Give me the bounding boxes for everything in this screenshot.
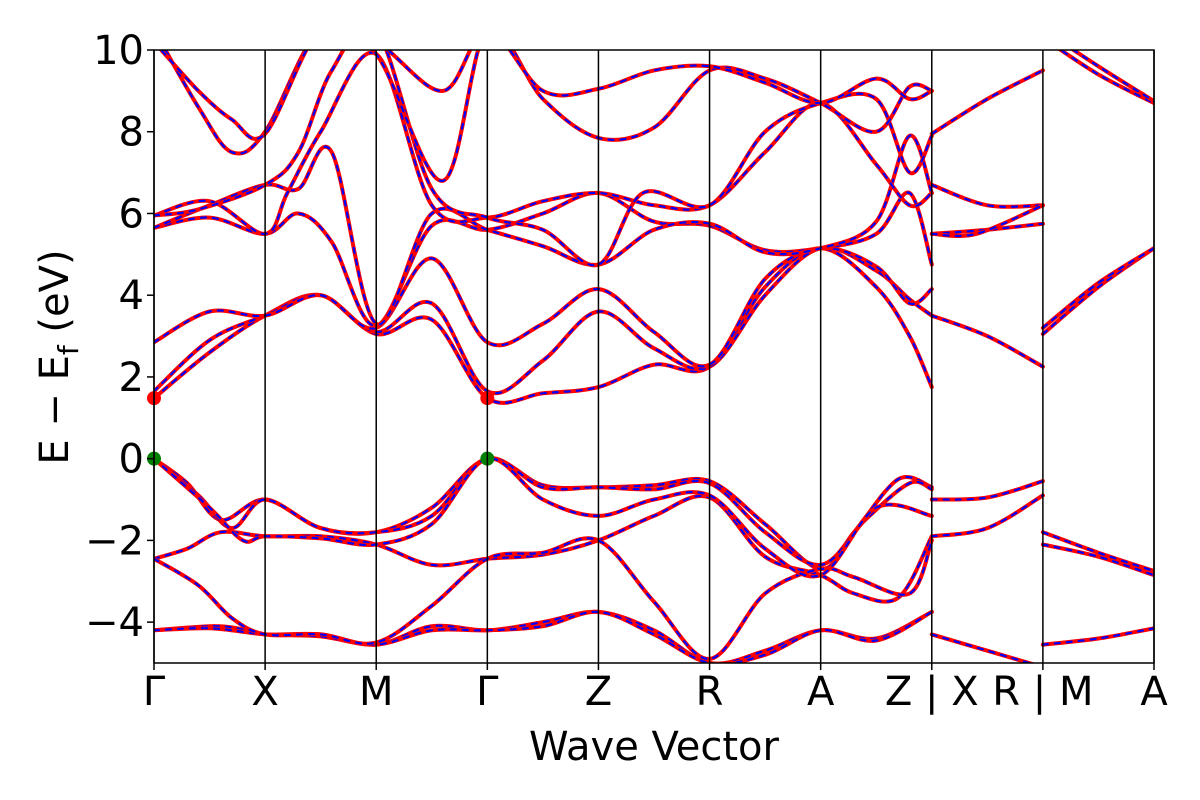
x-tick-label: A — [1140, 669, 1168, 715]
y-tick-label: 8 — [119, 110, 144, 156]
x-tick-label: Z | X — [885, 669, 979, 715]
y-axis-title-subscript: f — [52, 344, 85, 355]
band-line-overlay-20 — [930, 222, 1044, 235]
band-line-overlay-25 — [1041, 543, 1154, 577]
band-line-overlay-11 — [154, 134, 933, 326]
band-line-overlay-19 — [930, 314, 1044, 368]
band-line-overlay-9 — [154, 246, 933, 368]
band-line-overlay-16 — [930, 494, 1044, 538]
band-lines — [154, 50, 1154, 663]
band-line-1 — [154, 609, 934, 663]
band-line-overlay-24 — [1041, 531, 1154, 573]
band-line-overlay-28 — [1041, 247, 1154, 329]
band-line-overlay-10 — [154, 191, 933, 327]
band-line-overlay-0 — [154, 610, 933, 663]
band-line-9 — [154, 246, 934, 369]
y-tick-label: −4 — [85, 600, 144, 646]
band-line-overlay-2 — [154, 495, 933, 603]
band-line-overlay-21 — [930, 183, 1044, 208]
band-line-overlay-5 — [154, 457, 933, 567]
x-tick-label: Γ — [143, 669, 166, 715]
band-line-27 — [1040, 246, 1154, 336]
y-axis-title-main: E − E — [32, 355, 78, 465]
band-line-overlay-23 — [930, 69, 1044, 135]
y-axis-ticks: −4 −2 0 2 4 6 8 10 — [85, 28, 154, 646]
band-line-overlay-17 — [930, 480, 1044, 501]
band-edge-markers — [147, 391, 495, 466]
band-line-6 — [154, 456, 934, 579]
y-tick-label: 6 — [119, 191, 144, 237]
y-axis-title: E − Ef (eV) — [32, 249, 85, 464]
y-tick-label: 10 — [93, 28, 144, 74]
y-tick-label: 4 — [119, 273, 144, 319]
band-line-overlay-18 — [930, 633, 1033, 663]
y-tick-label: 0 — [119, 437, 144, 483]
band-line-29 — [1057, 50, 1154, 106]
x-tick-label: A — [807, 669, 835, 715]
x-tick-label: Γ — [476, 669, 499, 715]
band-line-19 — [929, 313, 1045, 369]
x-axis-ticks: Γ X M Γ Z R A Z | X R | M A — [143, 663, 1168, 715]
band-line-30 — [1069, 50, 1154, 104]
x-tick-label: R — [696, 669, 724, 715]
band-line-5 — [154, 456, 934, 567]
band-line-overlay-8 — [154, 246, 933, 395]
x-axis-title: Wave Vector — [529, 724, 780, 770]
plot-frame — [153, 49, 1155, 664]
band-line-8 — [154, 245, 934, 396]
band-line-overlay-26 — [1041, 627, 1154, 646]
band-line-overlay-12 — [154, 51, 933, 235]
band-line-12 — [154, 50, 934, 236]
band-line-0 — [154, 609, 934, 663]
x-tick-label: R | M — [992, 669, 1093, 715]
band-line-overlay-1 — [154, 610, 933, 663]
band-line-overlay-22 — [930, 204, 1044, 238]
y-tick-label: 2 — [119, 355, 144, 401]
y-axis-title-unit: (eV) — [32, 249, 78, 345]
band-line-2 — [154, 494, 934, 604]
x-tick-label: Z — [585, 669, 612, 715]
band-line-overlay-6 — [154, 457, 933, 578]
band-line-21 — [929, 182, 1045, 209]
band-line-overlay-15 — [159, 50, 933, 140]
x-tick-label: X — [251, 669, 278, 715]
x-tick-label: M — [359, 669, 394, 715]
band-line-17 — [929, 479, 1045, 502]
y-tick-label: −2 — [85, 518, 144, 564]
